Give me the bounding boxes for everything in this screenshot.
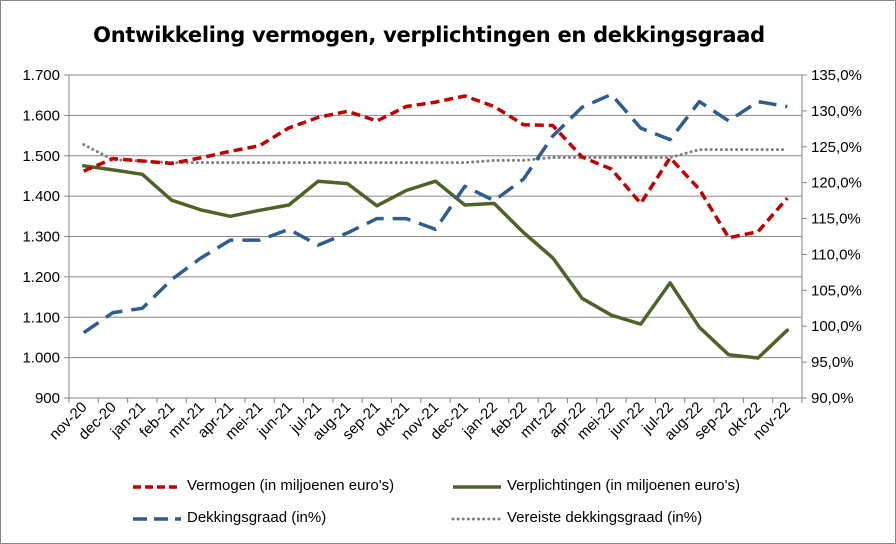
legend-item-vereiste-dekkingsgraad: Vereiste dekkingsgraad (in%) — [451, 509, 791, 529]
y-right-tick-label: 130,0% — [811, 103, 862, 120]
y-left-tick-label: 1.300 — [22, 229, 60, 246]
legend-swatch-vereiste-dekkingsgraad — [451, 517, 503, 521]
legend-label-vermogen: Vermogen (in miljoenen euro's) — [187, 477, 395, 494]
y-right-tick-label: 90,0% — [811, 390, 854, 407]
series-line-vereiste — [82, 143, 789, 165]
y-left-tick-label: 1.100 — [22, 309, 60, 326]
y-right-tick-label: 110,0% — [811, 246, 861, 263]
y-right-tick-label: 135,0% — [811, 67, 862, 84]
legend-label-vereiste-dekkingsgraad: Vereiste dekkingsgraad (in%) — [507, 509, 703, 526]
legend-swatch-vermogen — [133, 485, 181, 489]
legend-item-verplichtingen: Verplichtingen (in miljoenen euro's) — [451, 477, 791, 497]
series-line-verplichtingen — [81, 164, 790, 360]
y-right-tick-label: 95,0% — [811, 354, 854, 371]
y-right-tick-label: 100,0% — [811, 318, 862, 335]
legend-swatch-dekkingsgraad — [133, 517, 181, 521]
y-left-tick-label: 1.000 — [22, 350, 60, 367]
y-right-tick-label: 120,0% — [811, 175, 862, 192]
y-right-tick-label: 115,0% — [811, 211, 861, 228]
y-left-tick-label: 1.700 — [22, 67, 60, 84]
y-left-tick-label: 1.600 — [22, 107, 60, 124]
y-left-tick-label: 1.500 — [22, 148, 60, 165]
legend-label-dekkingsgraad: Dekkingsgraad (in%) — [187, 509, 327, 526]
legend-item-vermogen: Vermogen (in miljoenen euro's) — [131, 477, 431, 497]
legend-label-verplichtingen: Verplichtingen (in miljoenen euro's) — [507, 477, 740, 494]
y-right-tick-label: 105,0% — [811, 282, 862, 299]
y-left-tick-label: 1.200 — [22, 269, 60, 286]
series-line-dekkingsgraad — [82, 92, 788, 335]
y-left-tick-label: 1.400 — [22, 188, 60, 205]
y-right-tick-label: 125,0% — [811, 139, 862, 156]
legend-swatch-verplichtingen — [453, 485, 501, 489]
y-left-tick-label: 900 — [35, 390, 60, 407]
legend-item-dekkingsgraad: Dekkingsgraad (in%) — [131, 509, 431, 529]
series-line-vermogen — [83, 94, 789, 240]
chart-title: Ontwikkeling vermogen, verplichtingen en… — [93, 23, 765, 47]
